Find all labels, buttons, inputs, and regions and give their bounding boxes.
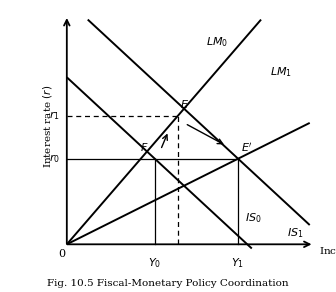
Text: $E'$: $E'$ <box>242 141 253 154</box>
Text: Interest rate $(r)$: Interest rate $(r)$ <box>41 85 54 168</box>
Text: Income $(Y)$: Income $(Y)$ <box>319 244 336 257</box>
Text: 0: 0 <box>58 249 66 259</box>
Text: $LM_1$: $LM_1$ <box>270 66 292 79</box>
Text: $r_1$: $r_1$ <box>49 110 60 122</box>
Text: Fig. 10.5 Fiscal-Monetary Policy Coordination: Fig. 10.5 Fiscal-Monetary Policy Coordin… <box>47 279 289 288</box>
Text: $F$: $F$ <box>140 141 149 153</box>
Text: $Y_0$: $Y_0$ <box>148 256 161 270</box>
Text: $E$: $E$ <box>180 98 189 110</box>
Text: $LM_0$: $LM_0$ <box>206 36 228 49</box>
Text: $r_0$: $r_0$ <box>49 152 60 165</box>
Text: $Y_1$: $Y_1$ <box>232 256 245 270</box>
Text: $IS_0$: $IS_0$ <box>245 211 262 225</box>
Text: $IS_1$: $IS_1$ <box>287 226 303 240</box>
